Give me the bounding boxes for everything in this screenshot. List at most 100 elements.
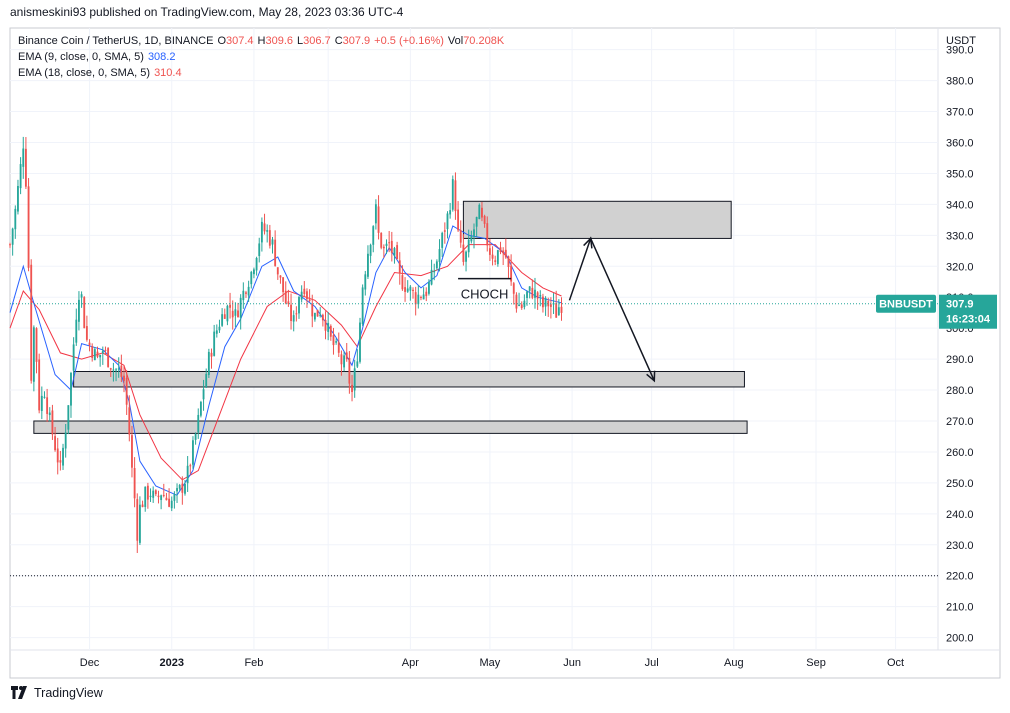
candle bbox=[120, 354, 123, 383]
candle bbox=[194, 432, 197, 445]
candle bbox=[372, 225, 375, 253]
candle bbox=[298, 295, 300, 319]
candle bbox=[19, 157, 22, 195]
candle bbox=[459, 220, 462, 248]
candle-body bbox=[364, 274, 367, 290]
candle bbox=[38, 353, 41, 414]
candle bbox=[242, 282, 245, 309]
candle-body bbox=[396, 245, 399, 259]
y-tick-label: 350.0 bbox=[946, 168, 974, 180]
candle-body bbox=[359, 322, 361, 362]
candle bbox=[414, 286, 417, 316]
candle-body bbox=[412, 289, 414, 291]
y-tick-label: 250.0 bbox=[946, 478, 974, 490]
candle bbox=[250, 270, 253, 289]
candle bbox=[141, 500, 144, 508]
candle bbox=[131, 425, 133, 478]
candle-body bbox=[38, 359, 41, 411]
candle-body bbox=[422, 294, 425, 300]
candle bbox=[409, 285, 412, 301]
candle bbox=[112, 362, 115, 382]
y-tick-label: 200.0 bbox=[946, 633, 974, 645]
candle-body bbox=[435, 261, 438, 269]
candle bbox=[274, 230, 277, 267]
candle bbox=[138, 496, 141, 545]
candle bbox=[420, 295, 422, 301]
candle-body bbox=[157, 495, 160, 498]
candle bbox=[351, 374, 353, 402]
candle bbox=[152, 486, 155, 503]
candle-body bbox=[433, 270, 436, 273]
candle bbox=[539, 290, 542, 307]
candle-body bbox=[534, 289, 536, 298]
candle-body bbox=[43, 396, 46, 398]
candle bbox=[374, 199, 377, 230]
candle bbox=[388, 230, 391, 253]
candle bbox=[332, 327, 335, 355]
candle-body bbox=[494, 260, 497, 262]
candle bbox=[319, 307, 322, 318]
price-tag: BNBUSDT 307.9 16:23:04 bbox=[876, 294, 997, 329]
candle bbox=[72, 337, 75, 377]
candle-body bbox=[481, 207, 483, 218]
candle bbox=[555, 290, 558, 318]
y-axis: 200.0 210.0 220.0 230.0 240.0 250.0 260.0 270.0… bbox=[946, 35, 976, 645]
candle-body bbox=[290, 304, 292, 322]
candle bbox=[284, 281, 287, 305]
candle bbox=[311, 294, 314, 328]
candle bbox=[157, 490, 160, 504]
candle-body bbox=[125, 377, 128, 405]
candle bbox=[202, 379, 205, 411]
candle-body bbox=[22, 148, 25, 167]
y-tick-label: 290.0 bbox=[946, 354, 974, 366]
candle-body bbox=[382, 246, 385, 249]
candle-body bbox=[46, 397, 49, 414]
candle bbox=[321, 313, 324, 327]
candle-body bbox=[17, 185, 19, 212]
candle-body bbox=[138, 504, 141, 543]
candle-body bbox=[367, 253, 369, 277]
legend-vol-label: Vol bbox=[447, 35, 464, 47]
candle-body bbox=[237, 310, 239, 317]
ema18-path bbox=[9, 244, 562, 481]
zone-supply bbox=[462, 200, 732, 239]
candle bbox=[229, 292, 231, 319]
y-tick-label: 220.0 bbox=[946, 571, 974, 583]
candle bbox=[327, 311, 330, 341]
candle bbox=[260, 217, 263, 252]
candle bbox=[348, 351, 351, 394]
footer[interactable]: TradingView bbox=[10, 686, 103, 700]
symbol-tag-box bbox=[876, 294, 936, 313]
candle-body bbox=[441, 232, 444, 248]
candle bbox=[449, 202, 452, 219]
candle-body bbox=[263, 223, 266, 232]
x-tick-label: Oct bbox=[887, 657, 904, 669]
candle bbox=[109, 367, 112, 378]
candle bbox=[515, 292, 518, 313]
choch-label: CHOCH bbox=[461, 287, 509, 302]
candle bbox=[189, 463, 192, 475]
candle bbox=[78, 291, 80, 331]
candle bbox=[144, 486, 147, 512]
candle-body bbox=[239, 297, 242, 318]
candle-body bbox=[449, 210, 452, 215]
candle-body bbox=[202, 389, 205, 400]
candle-body bbox=[64, 432, 67, 449]
candle-body bbox=[332, 335, 335, 346]
legend-h-value: 309.6 bbox=[265, 35, 294, 47]
candle bbox=[27, 178, 30, 272]
x-tick-label: Dec bbox=[80, 657, 100, 669]
candle bbox=[9, 242, 11, 248]
price-tag-countdown: 16:23:04 bbox=[946, 314, 991, 326]
candle bbox=[393, 246, 396, 264]
candle bbox=[290, 293, 292, 330]
candle bbox=[443, 222, 446, 244]
candle bbox=[67, 405, 70, 435]
candle-body bbox=[340, 354, 343, 365]
candle bbox=[340, 350, 343, 376]
candle-body bbox=[446, 213, 449, 230]
candle bbox=[234, 302, 237, 328]
zone-demand-1 bbox=[73, 370, 745, 388]
candle-body bbox=[154, 490, 157, 495]
